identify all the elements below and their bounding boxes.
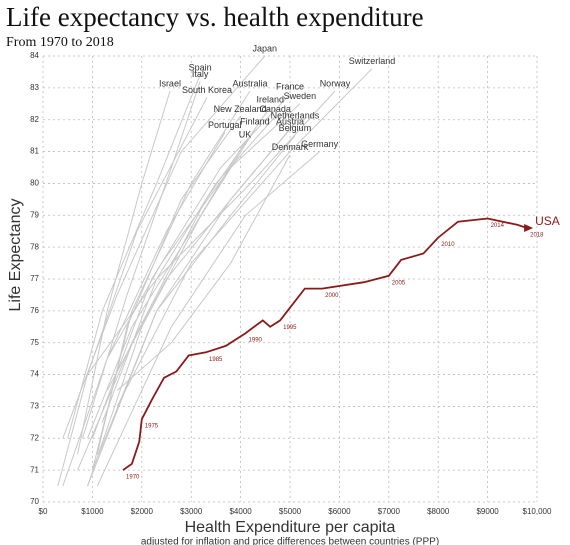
y-tick-label: 83 bbox=[30, 83, 39, 92]
line-arrow bbox=[524, 224, 534, 233]
series-line bbox=[101, 116, 276, 423]
series-label: Canada bbox=[259, 104, 291, 114]
x-tick-label: $5000 bbox=[279, 507, 302, 516]
series-line bbox=[77, 90, 171, 455]
x-tick-label: $0 bbox=[39, 507, 48, 516]
series-label: Finland bbox=[240, 117, 270, 127]
point-label: 2018 bbox=[530, 233, 544, 239]
series-label: UK bbox=[239, 129, 252, 139]
series-line bbox=[96, 116, 241, 455]
series-label: Italy bbox=[192, 69, 209, 79]
x-tick-label: $4000 bbox=[229, 507, 252, 516]
series-line bbox=[57, 97, 208, 487]
y-tick-label: 70 bbox=[30, 497, 39, 506]
y-tick-label: 71 bbox=[30, 465, 39, 474]
y-tick-label: 78 bbox=[30, 242, 39, 251]
series-label: Sweden bbox=[284, 91, 317, 101]
series-line bbox=[91, 93, 291, 439]
x-axis-title: Health Expenditure per capita bbox=[185, 519, 396, 536]
y-tick-label: 82 bbox=[30, 115, 39, 124]
series-label: Germany bbox=[301, 139, 339, 149]
y-tick-label: 73 bbox=[30, 402, 39, 411]
y-tick-label: 81 bbox=[30, 147, 39, 156]
y-tick-label: 79 bbox=[30, 210, 39, 219]
point-label: 1975 bbox=[145, 424, 159, 430]
series-line bbox=[116, 68, 373, 407]
series-label: South Korea bbox=[182, 85, 232, 95]
series-label: Netherlands bbox=[271, 110, 320, 120]
series-line bbox=[67, 74, 201, 439]
series-label: Norway bbox=[320, 78, 351, 88]
series-label: France bbox=[276, 82, 304, 92]
y-tick-label: 77 bbox=[30, 274, 39, 283]
y-tick-label: 80 bbox=[30, 179, 39, 188]
point-label: 1970 bbox=[126, 475, 140, 481]
series-label: USA bbox=[535, 214, 560, 228]
series-label: Portugal bbox=[208, 120, 242, 130]
series-line bbox=[87, 129, 256, 487]
series-label: Japan bbox=[253, 43, 278, 53]
point-label: 2010 bbox=[441, 242, 455, 248]
series-line bbox=[106, 122, 296, 391]
y-tick-label: 84 bbox=[30, 51, 39, 60]
series-label: Australia bbox=[232, 78, 267, 88]
series-line bbox=[87, 141, 246, 439]
point-label: 2014 bbox=[491, 223, 505, 229]
point-label: 1995 bbox=[283, 325, 297, 331]
x-tick-label: $3000 bbox=[180, 507, 203, 516]
x-tick-label: $10,000 bbox=[523, 507, 552, 516]
x-axis-subtitle: adjusted for inflation and price differe… bbox=[141, 537, 439, 545]
series-label: Austria bbox=[276, 117, 304, 127]
chart-title: Life expectancy vs. health expenditure bbox=[6, 2, 424, 32]
y-tick-label: 76 bbox=[30, 306, 39, 315]
series-label: Belgium bbox=[279, 123, 312, 133]
y-axis-title: Life Expectancy bbox=[7, 199, 24, 312]
series-label: Switzerland bbox=[349, 56, 396, 66]
series-label: Denmark bbox=[272, 142, 309, 152]
series-label: New Zealand bbox=[214, 104, 267, 114]
point-label: 2005 bbox=[392, 280, 406, 286]
point-label: 2000 bbox=[325, 293, 339, 299]
series-line bbox=[62, 132, 226, 487]
point-label: 1990 bbox=[249, 338, 263, 344]
series-line bbox=[96, 151, 320, 487]
y-tick-label: 74 bbox=[30, 370, 39, 379]
series-label: Spain bbox=[189, 62, 212, 72]
x-tick-label: $9000 bbox=[476, 507, 499, 516]
series-line bbox=[87, 128, 291, 487]
y-tick-label: 75 bbox=[30, 338, 39, 347]
series-line bbox=[91, 135, 296, 471]
x-tick-label: $7000 bbox=[378, 507, 401, 516]
series-line bbox=[116, 154, 291, 391]
x-tick-label: $2000 bbox=[131, 507, 154, 516]
chart-subtitle: From 1970 to 2018 bbox=[6, 35, 114, 50]
x-tick-label: $8000 bbox=[427, 507, 450, 516]
series-line bbox=[87, 90, 336, 375]
series-label: Israel bbox=[159, 78, 181, 88]
series-label: Ireland bbox=[256, 94, 284, 104]
x-tick-label: $6000 bbox=[328, 507, 351, 516]
x-tick-label: $1000 bbox=[81, 507, 104, 516]
series-line bbox=[122, 217, 528, 471]
point-label: 1985 bbox=[209, 357, 223, 363]
y-tick-label: 72 bbox=[30, 433, 39, 442]
